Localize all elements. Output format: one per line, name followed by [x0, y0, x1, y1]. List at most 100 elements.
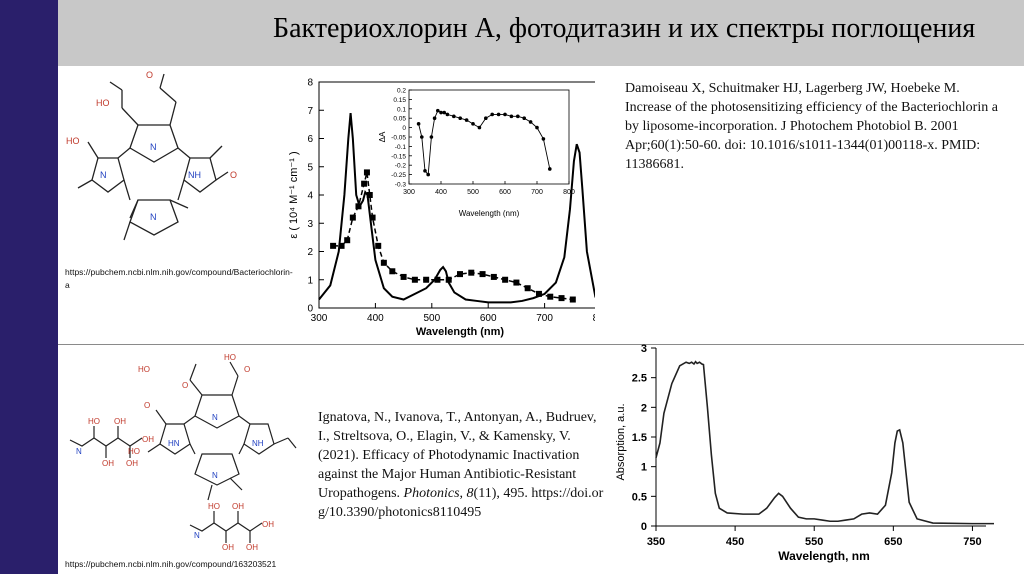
x-axis-label: Wavelength (nm): [416, 326, 505, 338]
dashed-series-marker: [535, 290, 542, 297]
svg-text:O: O: [144, 401, 150, 410]
inset-x-tick-label: 300: [403, 189, 415, 196]
dashed-series-marker: [361, 180, 368, 187]
x-tick-label: 550: [805, 536, 823, 548]
left-accent-bar: [0, 0, 58, 574]
inset-y-tick-label: 0.15: [393, 97, 406, 104]
x-tick-label: 750: [963, 536, 981, 548]
bottom-reference: Ignatova, N., Ivanova, T., Antonyan, A.,…: [318, 410, 604, 520]
svg-text:HO: HO: [224, 353, 236, 362]
svg-text:OH: OH: [262, 520, 274, 529]
y-tick-label: 2.5: [632, 373, 647, 385]
reference-doi: https://doi.org/10.3390/photonics8110495: [318, 486, 604, 520]
inset-y-axis-label: ΔA: [378, 131, 387, 142]
inset-point: [516, 114, 520, 119]
inset-y-tick-label: 0.1: [397, 106, 406, 113]
y-tick-label: 6: [307, 134, 313, 145]
inset-point: [442, 110, 446, 115]
svg-text:HO: HO: [128, 447, 140, 456]
svg-text:HO: HO: [88, 417, 100, 426]
svg-text:N: N: [212, 471, 218, 480]
dashed-series-marker: [457, 271, 463, 278]
dashed-series-marker: [445, 276, 452, 283]
chart-series: [655, 360, 994, 525]
section-divider: [58, 344, 1024, 345]
inset-y-tick-label: -0.3: [395, 182, 407, 189]
y-tick-label: 0: [641, 521, 647, 533]
inset-point: [439, 110, 443, 115]
dashed-series-marker: [423, 276, 430, 283]
inset-series: [416, 108, 552, 177]
x-tick-label: 650: [884, 536, 902, 548]
dashed-series-marker: [375, 242, 382, 249]
y-tick-label: 2: [641, 402, 647, 414]
y-tick-label: 1: [307, 275, 313, 286]
inset-y-tick-label: -0.2: [395, 163, 407, 170]
y-tick-label: 2: [307, 247, 313, 258]
inset-point: [420, 135, 424, 139]
y-tick-label: 4: [307, 191, 313, 202]
inset-point: [458, 116, 462, 120]
y-tick-label: 5: [307, 162, 313, 173]
dashed-series-marker: [502, 276, 509, 283]
svg-text:N: N: [150, 212, 157, 222]
reference-issue-pages: (11), 495.: [473, 486, 528, 501]
inset-point: [522, 116, 526, 120]
x-tick-label: 450: [726, 536, 744, 548]
x-tick-label: 400: [367, 313, 384, 324]
dashed-series-marker: [366, 192, 373, 198]
inset-point: [535, 125, 539, 130]
y-tick-label: 7: [307, 106, 313, 117]
photoditazin-absorption-chart: 350 450 550 650 750 0 0.5 1 1.5 2 2.5 3 Wavelength…: [615, 343, 994, 563]
inset-point: [452, 114, 456, 119]
svg-text:OH: OH: [114, 417, 126, 426]
svg-text:O: O: [244, 365, 250, 374]
inset-y-tick-label: 0.05: [393, 116, 406, 123]
dashed-series-marker: [355, 203, 362, 210]
title-bar: Бактериохлорин А, фотодитазин и их спект…: [58, 0, 1024, 66]
inset-point: [423, 169, 427, 173]
y-tick-label: 3: [307, 219, 313, 230]
svg-text:OH: OH: [126, 459, 138, 468]
dashed-series-marker: [569, 296, 576, 303]
inset-point: [464, 118, 469, 122]
slide-title: Бактериохлорин А, фотодитазин и их спект…: [273, 13, 976, 44]
absorption-series-line: [655, 360, 994, 525]
svg-text:OH: OH: [222, 543, 234, 550]
inset-point: [528, 120, 533, 124]
inset-point: [509, 114, 514, 119]
inset-y-tick-label: -0.15: [391, 153, 406, 160]
dashed-series-marker: [338, 242, 345, 249]
x-axis-label: Wavelength, nm: [778, 549, 870, 563]
svg-text:HN: HN: [168, 439, 180, 448]
solid-series-line: [318, 112, 595, 304]
dashed-series-marker: [524, 285, 531, 292]
y-tick-label: 3: [641, 343, 647, 355]
x-tick-label: 800: [593, 313, 595, 324]
dashed-series-marker: [344, 237, 351, 244]
x-tick-label: 300: [311, 313, 328, 324]
dashed-series-marker: [380, 259, 387, 266]
inset-x-tick-labels: 300 400 500 600 700 800: [403, 181, 575, 196]
dashed-series-marker: [400, 273, 407, 280]
inset-point: [429, 135, 434, 139]
inset-x-axis-label: Wavelength (nm): [459, 209, 520, 218]
y-tick-label: 0: [307, 304, 313, 315]
svg-text:N: N: [150, 142, 157, 152]
svg-text:N: N: [100, 170, 107, 180]
svg-text:O: O: [230, 170, 237, 180]
inset-point: [445, 112, 450, 117]
x-tick-labels: 300 400 500 600 700 800: [311, 303, 595, 324]
inset-x-tick-label: 700: [531, 189, 543, 196]
svg-text:OH: OH: [246, 543, 258, 550]
inset-y-tick-label: -0.25: [391, 172, 406, 179]
svg-text:O: O: [146, 70, 153, 80]
dashed-series-marker: [349, 214, 356, 221]
svg-text:O: O: [182, 381, 188, 390]
inset-y-tick-labels: 0.2 0.15 0.1 0.05 0 -0.05 -0.1 -0.15 -0.2 -0.25 -0…: [391, 88, 412, 189]
bacteriochlorin-a-structure: HO HO O O N NH N N: [66, 70, 237, 241]
svg-text:HO: HO: [66, 136, 80, 146]
x-tick-labels: 350 450 550 650 750: [647, 526, 982, 548]
dashed-series-marker: [369, 214, 376, 221]
